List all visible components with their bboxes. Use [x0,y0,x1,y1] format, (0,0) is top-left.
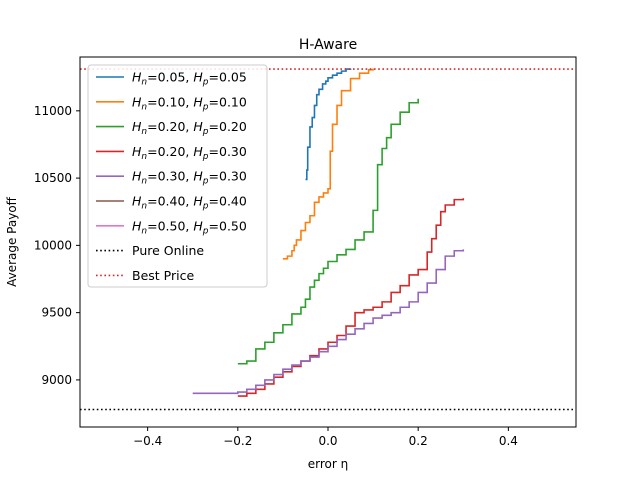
series-hn-0-10-hp-0-10-line [282,68,374,260]
legend-label-hn-0-50-hp-0-50: Hn=0.50, Hp=0.50 [132,218,247,236]
series-hn-0-20-hp-0-30-line [237,198,465,397]
legend-box [87,64,268,288]
x-tick-label: 0.4 [499,434,518,448]
x-tick-label: 0.0 [318,434,337,448]
legend-label-pure-online: Pure Online [132,243,204,258]
legend-label-best-price: Best Price [132,268,194,283]
y-tick-label: 11000 [34,104,72,118]
legend-label-hn-0-30-hp-0-30: Hn=0.30, Hp=0.30 [132,169,247,187]
chart-title: H-Aware [299,37,357,53]
x-tick-label: 0.2 [409,434,428,448]
series-hn-0-20-hp-0-20-line [237,98,419,365]
legend-label-hn-0-20-hp-0-30: Hn=0.20, Hp=0.30 [132,144,247,162]
y-tick-label: 10500 [34,171,72,185]
y-axis-label: Average Payoff [5,196,19,287]
legend-label-hn-0-10-hp-0-10: Hn=0.10, Hp=0.10 [132,94,247,112]
legend-label-hn-0-05-hp-0-05: Hn=0.05, Hp=0.05 [132,70,247,88]
series-hn-0-30-hp-0-30-line [192,249,465,395]
series-hn-0-05-hp-0-05-line [305,68,352,181]
legend: Hn=0.05, Hp=0.05 Hn=0.10, Hp=0.10 Hn=0.20,… [87,64,268,288]
legend-label-hn-0-40-hp-0-40: Hn=0.40, Hp=0.40 [132,194,247,212]
x-tick-label: −0.2 [223,434,252,448]
legend-label-hn-0-20-hp-0-20: Hn=0.20, Hp=0.20 [132,119,247,137]
y-tick-label: 10000 [34,238,72,252]
y-tick-label: 9000 [41,373,72,387]
x-axis-label: error η [308,457,348,471]
x-tick-label: −0.4 [133,434,162,448]
y-tick-label: 9500 [41,306,72,320]
